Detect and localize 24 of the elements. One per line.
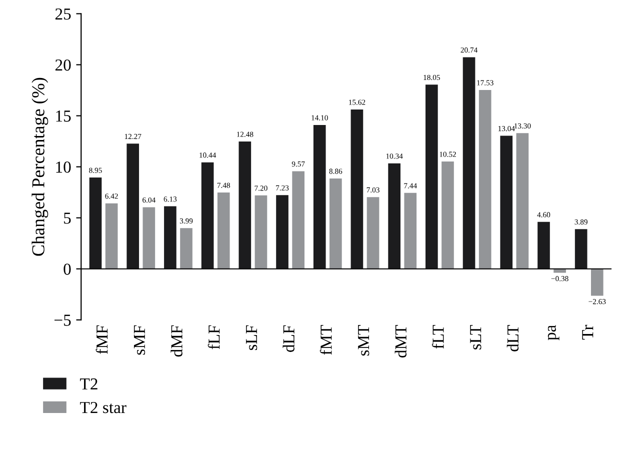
y-tick-label: 10 [56, 162, 71, 173]
y-tick-label: 0 [64, 264, 71, 275]
x-tick-label: fMF [96, 325, 108, 354]
x-tick-label: fLF [208, 325, 220, 350]
x-tick-label: sLT [470, 325, 482, 350]
x-tick-label: dMF [170, 325, 182, 357]
x-tick-label: fLT [432, 325, 444, 349]
x-tick-label: pa [548, 324, 560, 340]
legend-label: T2 [80, 378, 98, 390]
x-tick-label: sMF [134, 325, 146, 355]
y-tick-label: 15 [56, 110, 71, 122]
y-tick-label: 5 [64, 212, 71, 224]
y-tick-label: 20 [55, 59, 71, 71]
y-tick-label: −5 [54, 314, 71, 326]
x-tick-label: sLF [246, 325, 258, 350]
x-tick-label: dLT [506, 325, 519, 352]
x-tick-label: dMT [394, 325, 407, 358]
x-tick-label: sMT [358, 325, 370, 356]
x-tick-label: fMT [320, 325, 332, 355]
y-tick-label: 25 [55, 8, 71, 20]
y-axis-title: Changed Percentage (%) [32, 78, 48, 256]
legend-label: T2 star [80, 402, 126, 414]
x-tick-label: dLF [282, 325, 294, 352]
x-tick-label: Tr [582, 324, 594, 340]
